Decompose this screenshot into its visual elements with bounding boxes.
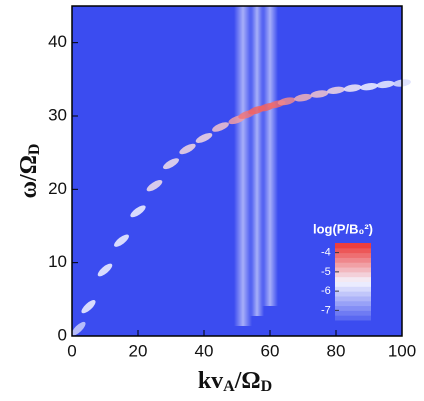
x-label-part: kv [198, 368, 223, 394]
colorbar-swatch [335, 315, 371, 321]
ridge-point [212, 122, 229, 132]
x-axis-label: kvA/ΩD [198, 368, 272, 395]
ridge-point [81, 300, 96, 314]
ridge-point [179, 143, 196, 155]
ridge-point [343, 84, 362, 92]
colorbar-swatch [335, 247, 371, 254]
ridge-point [294, 93, 312, 102]
streak [234, 6, 252, 326]
colorbar-swatch [335, 300, 371, 307]
colorbar-swatch [335, 262, 371, 268]
x-tick-label: 40 [195, 341, 214, 360]
ridge-point [146, 180, 163, 192]
x-tick-label: 80 [327, 341, 346, 360]
colorbar-swatch [335, 305, 371, 311]
ridge-point [71, 321, 86, 336]
y-tick-label: 40 [48, 32, 67, 51]
colorbar-title: log(P/B₀²) [313, 221, 373, 236]
streak [250, 6, 264, 316]
x-tick-label: 20 [129, 341, 148, 360]
colorbar-tick-label: -7 [321, 304, 331, 316]
ridge-point [360, 82, 378, 91]
colorbar-swatch [335, 281, 371, 287]
y-label-sub: D [26, 144, 43, 156]
colorbar-swatch [335, 286, 371, 292]
colorbar-swatch [335, 252, 371, 258]
x-tick-label: 60 [261, 341, 280, 360]
colorbar-tick-label: -4 [321, 247, 331, 259]
ridge-point [163, 158, 179, 170]
colorbar-swatch [335, 271, 371, 278]
colorbar-tick-label: -6 [321, 285, 331, 297]
ridge-point [97, 263, 113, 277]
ridge-point [277, 97, 296, 106]
colorbar-swatch [335, 243, 371, 249]
y-tick-label: 0 [58, 325, 67, 344]
colorbar-swatch [335, 267, 371, 273]
y-label-part: ω/Ω [16, 155, 42, 198]
y-tick-label: 20 [48, 179, 67, 198]
ridge-point [327, 86, 345, 95]
colorbar-swatch [335, 276, 371, 282]
x-label-part: /Ω [234, 368, 261, 394]
ridge-point [114, 234, 129, 247]
x-tick-label: 100 [388, 341, 416, 360]
y-tick-label: 30 [48, 105, 67, 124]
colorbar-swatch [335, 291, 371, 297]
colorbar-swatch [335, 310, 371, 316]
ridge-point [310, 90, 329, 98]
y-tick-label: 10 [48, 252, 67, 271]
ridge-point [195, 133, 213, 143]
ridge-point [130, 205, 146, 218]
x-label-sub: D [261, 378, 273, 395]
colorbar-swatch [335, 295, 371, 302]
streak [262, 6, 278, 306]
ridge-point [376, 80, 395, 89]
colorbar-swatch [335, 257, 371, 263]
y-axis-label: ω/ΩD [16, 144, 43, 199]
plot-frame [71, 5, 403, 337]
colorbar-tick-label: -5 [321, 266, 331, 278]
x-tick-label: 0 [67, 341, 76, 360]
x-label-sub: A [223, 378, 235, 395]
